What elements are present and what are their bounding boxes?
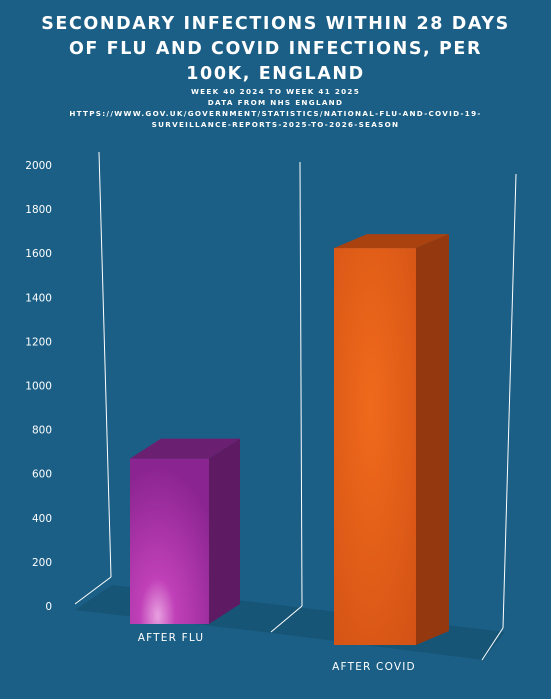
subtitle-url-line-2: SURVEILLANCE-REPORTS-2025-TO-2026-SEASON xyxy=(151,120,400,129)
bar-after-covid-top xyxy=(334,234,449,249)
y-tick-label: 1600 xyxy=(25,248,52,260)
subtitle-source: DATA FROM NHS ENGLAND xyxy=(207,98,344,107)
bar-after-covid xyxy=(334,234,449,645)
bars xyxy=(130,234,449,645)
bar-after-flu-front xyxy=(130,458,209,624)
chart-title: SECONDARY INFECTIONS WITHIN 28 DAYS OF F… xyxy=(41,14,510,84)
guide-line xyxy=(481,627,504,661)
y-tick-label: 1200 xyxy=(25,336,52,348)
y-tick-label: 2000 xyxy=(25,160,52,172)
subtitle-date-range: WEEK 40 2024 TO WEEK 41 2025 xyxy=(190,87,361,96)
y-tick-label: 0 xyxy=(45,601,52,613)
guide-line xyxy=(98,151,112,578)
bar-after-flu-side xyxy=(209,438,240,624)
y-tick-label: 1000 xyxy=(25,381,52,393)
bar-after-flu xyxy=(130,438,240,624)
y-tick-label: 200 xyxy=(32,557,52,569)
y-tick-label: 1800 xyxy=(25,204,52,216)
bar-after-covid-side xyxy=(416,234,449,645)
guide-line xyxy=(299,161,303,607)
guide-line xyxy=(502,173,517,629)
guide-line xyxy=(270,605,303,633)
category-label: AFTER COVID xyxy=(332,661,416,673)
bar-after-flu-top xyxy=(130,438,240,459)
guide-line xyxy=(74,576,112,605)
category-labels: AFTER FLU AFTER COVID xyxy=(138,632,416,673)
subtitle-url-line-1: HTTPS://WWW.GOV.UK/GOVERNMENT/STATISTICS… xyxy=(69,109,482,118)
y-tick-label: 1400 xyxy=(25,292,52,304)
bar-after-covid-front xyxy=(334,248,416,645)
y-tick-label: 400 xyxy=(32,513,52,525)
y-tick-label: 600 xyxy=(32,469,52,481)
y-tick-label: 800 xyxy=(32,425,52,437)
y-axis-ticks: 0 200 400 600 800 1000 1200 1400 1600 1800 2000 xyxy=(25,160,52,613)
category-label: AFTER FLU xyxy=(138,632,205,644)
